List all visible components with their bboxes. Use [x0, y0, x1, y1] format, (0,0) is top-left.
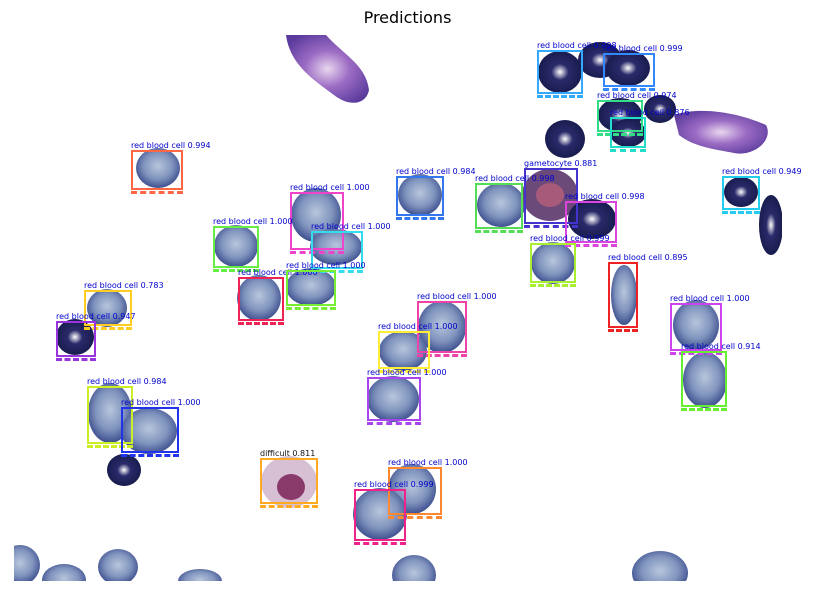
detection-box — [286, 270, 336, 310]
detection-box — [475, 183, 523, 233]
detection-label: gametocyte 0.881 — [524, 159, 598, 168]
detection-box — [367, 377, 421, 425]
detection-box — [378, 331, 430, 373]
detection-box — [565, 201, 617, 247]
detection-box — [670, 303, 722, 355]
detection-label: red blood cell 1.000 — [388, 458, 468, 467]
detection-label: red blood cell 0.999 — [603, 44, 683, 53]
detection-box — [121, 407, 179, 457]
detection-label: red blood cell 1.000 — [670, 294, 750, 303]
detection-box — [131, 150, 183, 194]
detection-box — [537, 50, 583, 98]
detection-box — [681, 351, 727, 411]
detection-label: red blood cell 1.000 — [417, 292, 497, 301]
detection-box — [610, 117, 646, 152]
detection-label: red blood cell 0.895 — [608, 253, 688, 262]
detection-box — [290, 192, 344, 254]
detection-box — [524, 168, 578, 228]
detection-box — [597, 100, 643, 136]
detection-box — [603, 53, 655, 91]
figure-title: Predictions — [363, 8, 452, 27]
detection-label: red blood cell 1.000 — [311, 222, 391, 231]
detection-label: red blood cell 0.999 — [354, 480, 434, 489]
detection-label: red blood cell 1.000 — [367, 368, 447, 377]
detection-label: red blood cell 0.999 — [530, 234, 610, 243]
detection-label: red blood cell 1.000 — [121, 398, 201, 407]
detection-label: red blood cell 0.783 — [84, 281, 164, 290]
detection-box — [530, 243, 576, 287]
detection-label: red blood cell 0.998 — [475, 174, 555, 183]
detection-label: red blood cell 1.000 — [213, 217, 293, 226]
detection-label: red blood cell 0.914 — [681, 342, 761, 351]
detection-label: difficult 0.811 — [260, 449, 316, 458]
detection-box — [722, 176, 760, 214]
detection-label: red blood cell 1.000 — [286, 261, 366, 270]
detection-label: red blood cell 0.994 — [131, 141, 211, 150]
detection-box — [84, 290, 132, 330]
detection-box — [388, 467, 442, 519]
detection-box — [87, 386, 133, 448]
detection-label: red blood cell 0.947 — [56, 312, 136, 321]
detection-label: red blood cell 0.949 — [722, 167, 802, 176]
detection-label: red blood cell 1.000 — [238, 268, 318, 277]
detection-label: red blood cell 1.000 — [378, 322, 458, 331]
detection-box — [354, 489, 406, 545]
detection-box — [311, 231, 363, 273]
detection-box — [260, 458, 318, 508]
detection-box — [396, 176, 444, 220]
detection-label: red blood cell 0.984 — [87, 377, 167, 386]
detection-label: red blood cell 0.998 — [565, 192, 645, 201]
detection-label: red blood cell 0.974 — [597, 91, 677, 100]
detection-label: red blood cell 0.984 — [396, 167, 476, 176]
detection-label: red blood cell 1.000 — [290, 183, 370, 192]
detection-box — [608, 262, 638, 332]
detection-box — [238, 277, 284, 325]
detection-box — [56, 321, 96, 361]
detection-label: red blood cell 0.998 — [537, 41, 617, 50]
detection-box — [213, 226, 259, 272]
detection-label: red blood cell 0.876 — [610, 108, 690, 117]
detection-box — [417, 301, 467, 357]
